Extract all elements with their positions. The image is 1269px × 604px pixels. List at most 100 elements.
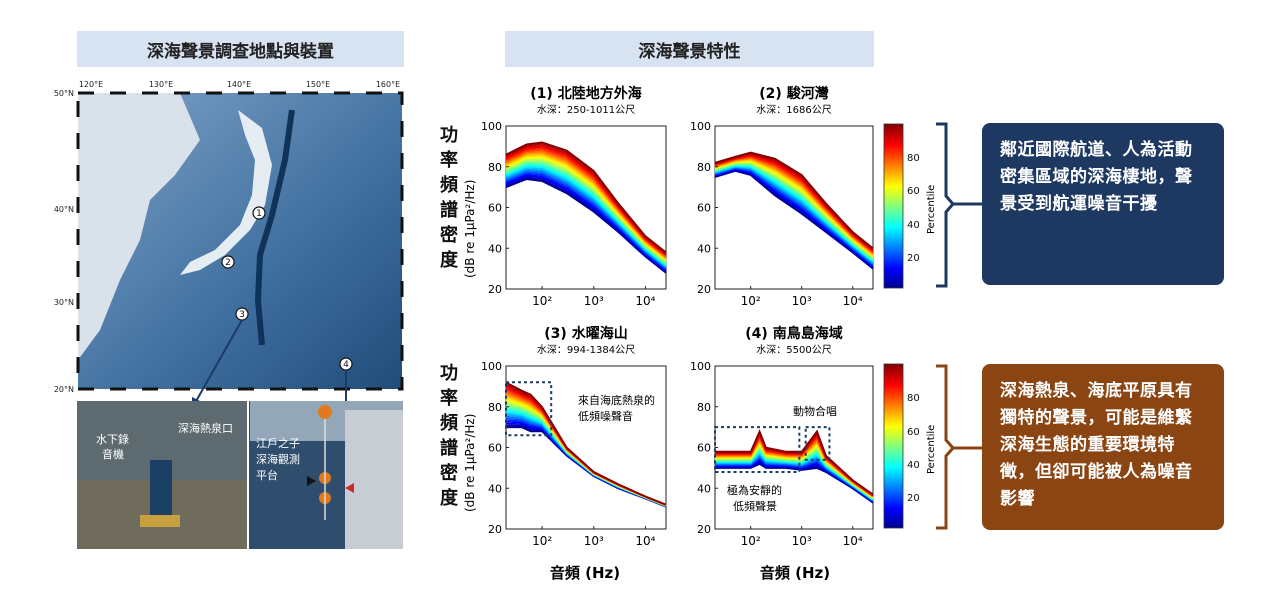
colorbar-bottom: 80 60 40 20 Percentile [883, 363, 937, 529]
y-tick-label: 40 [697, 482, 711, 495]
site-map: 1 2 3 4 120°E 130°E 140°E 150°E 160°E 50… [54, 80, 404, 411]
chart-title: (3) 水曜海山 [544, 325, 627, 342]
y-tick-label: 60 [697, 202, 711, 215]
plot-frame [505, 365, 667, 530]
lat-label: 50°N [54, 89, 74, 98]
photo-label: 水下錄 [96, 432, 129, 446]
x-tick-label: 10² [741, 294, 761, 308]
chart-subtitle: 水深：1686公尺 [756, 104, 831, 116]
y-tick-label: 40 [488, 482, 502, 495]
colorbar-tick: 60 [907, 427, 920, 438]
lon-label: 150°E [306, 80, 330, 89]
colorbar-label: Percentile [926, 185, 937, 234]
y-tick-label: 20 [488, 283, 502, 296]
annotation-text: 來自海底熱泉的 [578, 393, 655, 407]
japan-islands [180, 110, 272, 275]
percentile-line [505, 141, 667, 253]
site-label: 3 [239, 310, 245, 320]
y-tick-label: 80 [488, 161, 502, 174]
photo-label: 平台 [256, 468, 278, 482]
y-tick-label: 40 [488, 242, 502, 255]
percentile-line [505, 381, 667, 506]
x-tick-label: 10² [741, 534, 761, 548]
chart-subtitle: 水深：250-1011公尺 [537, 104, 635, 116]
xlabel: 音頻 (Hz) [550, 564, 620, 582]
colorbar-tick: 40 [907, 220, 920, 231]
percentile-line [714, 151, 874, 249]
ylabel-unit: (dB re 1μPa²/Hz) [463, 414, 477, 512]
y-tick-label: 20 [697, 283, 711, 296]
photo-label: 江戶之子 [256, 436, 300, 450]
site-label: 2 [225, 258, 231, 268]
y-tick-label: 100 [481, 120, 502, 133]
y-tick-label: 40 [697, 242, 711, 255]
ylabel-char: 功 [440, 363, 458, 384]
x-tick-label: 10³ [584, 534, 604, 548]
ylabel-char: 密 [440, 224, 458, 246]
chart-title: (1) 北陸地方外海 [530, 85, 641, 102]
annotation-text: 低頻噪聲音 [578, 409, 633, 423]
ylabel-char: 功 [440, 125, 458, 146]
site-label: 1 [256, 209, 262, 219]
lat-label: 20°N [54, 385, 74, 394]
callout-unique-soundscape: 深海熱泉、海底平原具有獨特的聲景，可能是維繫深海生態的重要環境特徵，但卻可能被人… [982, 364, 1224, 530]
chart-title: (2) 駿河灣 [759, 85, 828, 102]
y-tick-label: 20 [697, 523, 711, 536]
colorbar-tick: 80 [907, 153, 920, 164]
y-tick-label: 80 [697, 401, 711, 414]
plot-frame [505, 125, 667, 290]
ylabel-char: 譜 [440, 199, 458, 221]
ylabel-char: 譜 [440, 437, 458, 459]
colorbar-tick: 80 [907, 393, 920, 404]
y-tick-label: 60 [488, 442, 502, 455]
x-tick-label: 10⁴ [635, 294, 655, 308]
y-tick-label: 20 [488, 523, 502, 536]
lon-label: 130°E [149, 80, 173, 89]
chart-title: (4) 南鳥島海域 [745, 325, 842, 342]
colorbar-top: 80 60 40 20 Percentile [883, 123, 937, 289]
lon-label: 120°E [79, 80, 103, 89]
lat-label: 30°N [54, 298, 74, 307]
lon-label: 160°E [376, 80, 400, 89]
annotation-box [804, 426, 831, 461]
x-tick-label: 10⁴ [843, 534, 863, 548]
device-photos: 水下錄 音機 深海熱泉口 江戶之子 深海觀測 平台 [77, 401, 403, 549]
lon-label: 140°E [227, 80, 251, 89]
colorbar-tick: 40 [907, 460, 920, 471]
site-label: 4 [343, 360, 349, 370]
colorbar-tick: 20 [907, 253, 920, 264]
lat-label: 40°N [54, 205, 74, 214]
photo-label: 深海熱泉口 [178, 421, 233, 435]
x-tick-label: 10⁴ [635, 534, 655, 548]
left-panel-header: 深海聲景調查地點與裝置 [77, 31, 404, 67]
mainland-asia [78, 93, 200, 360]
x-tick-label: 10³ [792, 294, 812, 308]
colorbar-tick: 60 [907, 186, 920, 197]
x-tick-label: 10⁴ [843, 294, 863, 308]
chart-subtitle: 水深：994-1384公尺 [537, 344, 635, 356]
xlabel: 音頻 (Hz) [760, 564, 830, 582]
x-tick-label: 10³ [792, 534, 812, 548]
site-1-marker [252, 206, 266, 220]
x-tick-label: 10³ [584, 294, 604, 308]
annotation-text: 動物合唱 [793, 404, 837, 418]
annotation-text: 極為安靜的 [727, 483, 782, 497]
y-tick-label: 100 [481, 360, 502, 373]
chart-subtitle: 水深：5500公尺 [756, 344, 831, 356]
percentile-line [715, 429, 874, 496]
annotation-box [714, 426, 801, 473]
right-panel-header: 深海聲景特性 [505, 31, 874, 67]
annotation-box [505, 381, 553, 437]
ylabel-char: 率 [440, 149, 458, 171]
trench-line [254, 109, 295, 346]
y-tick-label: 100 [690, 360, 711, 373]
y-tick-label: 100 [690, 120, 711, 133]
y-tick-label: 60 [697, 442, 711, 455]
photo-label: 深海觀測 [256, 452, 300, 466]
ylabel-char: 密 [440, 462, 458, 484]
ylabel-unit: (dB re 1μPa²/Hz) [463, 180, 477, 278]
